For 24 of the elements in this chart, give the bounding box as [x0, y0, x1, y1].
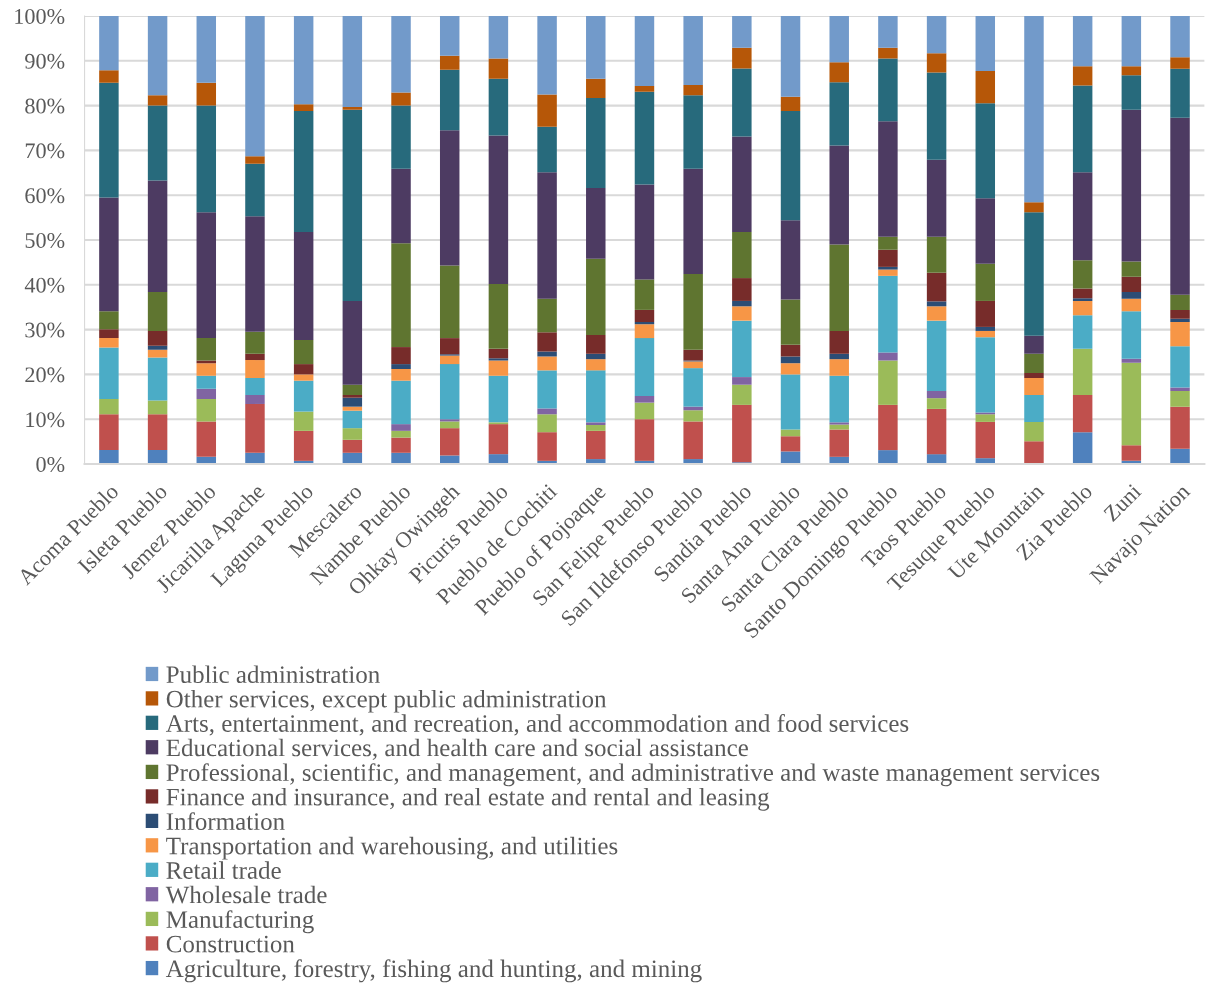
y-tick-label: 100%	[15, 8, 65, 24]
legend-label: Other services, except public administration	[166, 689, 607, 713]
legend-label: Educational services, and health care and social assistance	[166, 738, 748, 760]
y-tick-label: 90%	[25, 53, 65, 69]
legend-label: Transportation and warehousing, and utilities	[166, 836, 618, 860]
legend-label: Retail trade	[166, 861, 281, 879]
legend-label: Wholesale trade	[165, 885, 327, 904]
legend-label: Manufacturing	[166, 910, 314, 934]
legend-label: Finance and insurance, and real estate and rental and leasing	[166, 787, 770, 811]
y-tick-label: 20%	[25, 367, 65, 383]
y-tick-label: 10%	[26, 412, 65, 428]
y-tick-label: 60%	[25, 188, 65, 204]
legend-label: Agriculture, forestry, fishing and hunting, and mining	[165, 959, 702, 983]
legend-label: Public administration	[166, 665, 380, 684]
legend-label: Information	[166, 812, 285, 831]
y-tick-label: 70%	[25, 143, 65, 159]
y-tick-label: 30%	[25, 322, 65, 338]
y-tick-label: 40%	[24, 277, 65, 293]
legend-label: Professional, scientific, and management, and administrative and waste management services	[166, 763, 1100, 787]
y-tick-label: 80%	[25, 98, 65, 114]
legend-label: Construction	[166, 935, 295, 953]
legend-label: Arts, entertainment, and recreation, and accommodation and food services	[165, 714, 909, 736]
y-tick-label: 0%	[36, 456, 65, 472]
y-tick-label: 50%	[25, 232, 65, 248]
